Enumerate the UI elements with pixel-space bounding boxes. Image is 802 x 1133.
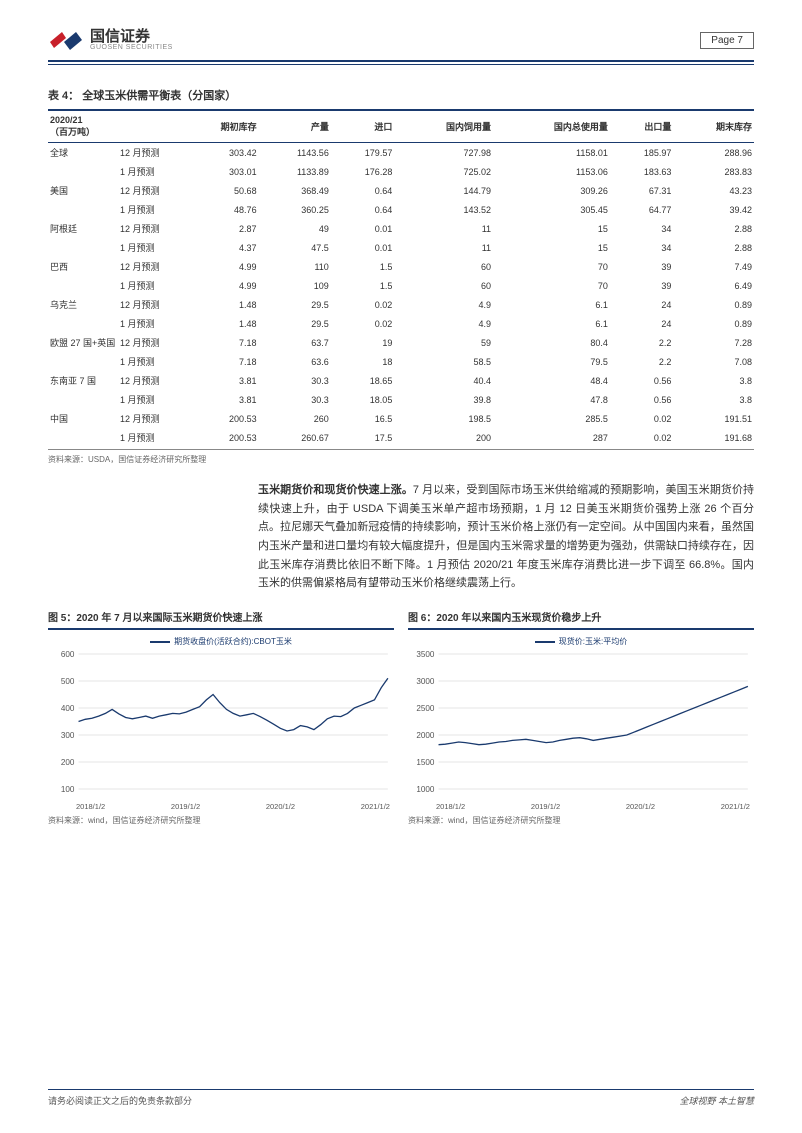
table-row: 美国12 月预测50.68368.490.64144.79309.2667.31… (48, 181, 754, 200)
svg-text:300: 300 (61, 731, 75, 740)
charts-row: 图 5：2020 年 7 月以来国际玉米期货价快速上涨 期货收盘价(活跃合约):… (48, 609, 754, 826)
table-source: 资料来源：USDA，国信证券经济研究所整理 (48, 454, 754, 465)
chart-left: 图 5：2020 年 7 月以来国际玉米期货价快速上涨 期货收盘价(活跃合约):… (48, 609, 394, 826)
svg-text:600: 600 (61, 650, 75, 659)
company-logo: 国信证券 GUOSEN SECURITIES (48, 28, 173, 52)
chart-right-title: 图 6：2020 年以来国内玉米现货价稳步上升 (408, 609, 754, 624)
table-row: 1 月预测200.53260.6717.52002870.02191.68 (48, 428, 754, 447)
balance-table: 2020/21 （百万吨）期初库存产量进口国内饲用量国内总使用量出口量期末库存 … (48, 111, 754, 447)
table-row: 中国12 月预测200.5326016.5198.5285.50.02191.5… (48, 409, 754, 428)
table-bottom-rule (48, 449, 754, 450)
table-row: 1 月预测4.3747.50.011115342.88 (48, 238, 754, 257)
table-row: 全球12 月预测303.421143.56179.57727.981158.01… (48, 143, 754, 163)
table-row: 1 月预测48.76360.250.64143.52305.4564.7739.… (48, 200, 754, 219)
footer-motto: 全球视野 本土智慧 (679, 1094, 754, 1107)
chart-right: 图 6：2020 年以来国内玉米现货价稳步上升 现货价:玉米:平均价 1000 1… (408, 609, 754, 826)
svg-text:100: 100 (61, 785, 75, 794)
svg-text:3500: 3500 (416, 650, 435, 659)
page-number: Page 7 (700, 32, 754, 49)
table-row: 1 月预测7.1863.61858.579.52.27.08 (48, 352, 754, 371)
chart-left-source: 资料来源：wind，国信证券经济研究所整理 (48, 815, 394, 826)
svg-text:400: 400 (61, 704, 75, 713)
company-name-en: GUOSEN SECURITIES (90, 44, 173, 51)
table-row: 1 月预测303.011133.89176.28725.021153.06183… (48, 162, 754, 181)
chart-right-source: 资料来源：wind，国信证券经济研究所整理 (408, 815, 754, 826)
table-row: 1 月预测3.8130.318.0539.847.80.563.8 (48, 390, 754, 409)
table-row: 阿根廷12 月预测2.87490.011115342.88 (48, 219, 754, 238)
table-row: 东南亚 7 国12 月预测3.8130.318.6540.448.40.563.… (48, 371, 754, 390)
table-row: 乌克兰12 月预测1.4829.50.024.96.1240.89 (48, 295, 754, 314)
svg-text:2500: 2500 (416, 704, 435, 713)
page-header: 国信证券 GUOSEN SECURITIES Page 7 (48, 28, 754, 58)
logo-mark (48, 28, 84, 52)
page-footer: 请务必阅读正文之后的免责条款部分 全球视野 本土智慧 (48, 1089, 754, 1107)
svg-text:2000: 2000 (416, 731, 435, 740)
chart-left-rule (48, 628, 394, 630)
svg-text:200: 200 (61, 758, 75, 767)
chart-left-title: 图 5：2020 年 7 月以来国际玉米期货价快速上涨 (48, 609, 394, 624)
footer-rule (48, 1089, 754, 1090)
footer-disclaimer: 请务必阅读正文之后的免责条款部分 (48, 1094, 192, 1107)
company-name: 国信证券 (90, 29, 173, 44)
chart-left-legend: 期货收盘价(活跃合约):CBOT玉米 (48, 636, 394, 647)
table-row: 1 月预测1.4829.50.024.96.1240.89 (48, 314, 754, 333)
table-title: 表 4： 全球玉米供需平衡表（分国家） (48, 87, 754, 103)
body-paragraph: 玉米期货价和现货价快速上涨。7 月以来，受到国际市场玉米供给缩减的预期影响，美国… (258, 481, 754, 593)
chart-right-plot: 现货价:玉米:平均价 100015002000250030003500 2018… (408, 636, 754, 811)
body-rest: 7 月以来，受到国际市场玉米供给缩减的预期影响，美国玉米期货价持续快速上升，由于… (258, 484, 754, 589)
table-row: 巴西12 月预测4.991101.56070397.49 (48, 257, 754, 276)
body-bold: 玉米期货价和现货价快速上涨。 (258, 484, 413, 496)
svg-text:1500: 1500 (416, 758, 435, 767)
chart-left-plot: 期货收盘价(活跃合约):CBOT玉米 100200300400500600 20… (48, 636, 394, 811)
table-row: 欧盟 27 国+英国12 月预测7.1863.7195980.42.27.28 (48, 333, 754, 352)
svg-text:500: 500 (61, 677, 75, 686)
svg-text:3000: 3000 (416, 677, 435, 686)
header-rule-thin (48, 64, 754, 65)
table-row: 1 月预测4.991091.56070396.49 (48, 276, 754, 295)
chart-right-legend: 现货价:玉米:平均价 (408, 636, 754, 647)
header-rule (48, 60, 754, 62)
chart-right-rule (408, 628, 754, 630)
svg-text:1000: 1000 (416, 785, 435, 794)
